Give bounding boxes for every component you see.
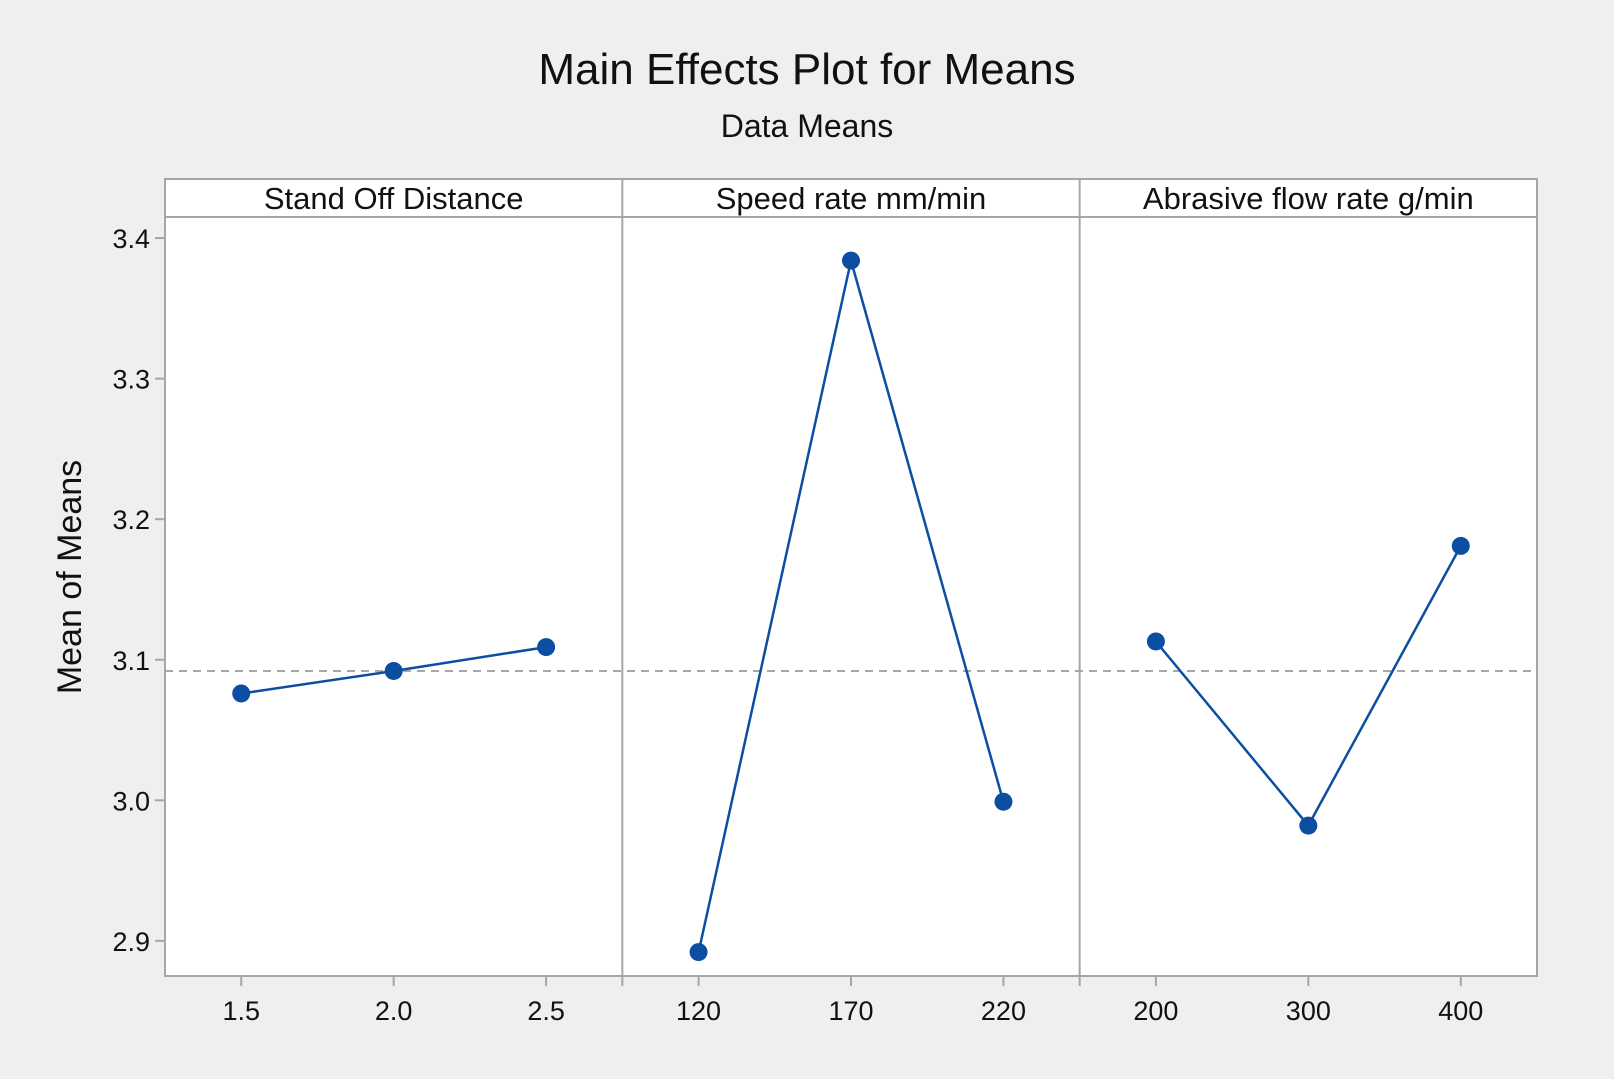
x-tick-label: 170	[828, 996, 873, 1026]
data-point	[1451, 536, 1470, 555]
data-point	[994, 792, 1013, 811]
x-tick-label: 300	[1286, 996, 1331, 1026]
data-point	[232, 684, 251, 703]
x-tick-label: 220	[981, 996, 1026, 1026]
x-tick-label: 400	[1438, 996, 1483, 1026]
plot-area	[165, 179, 1537, 976]
panel-label: Stand Off Distance	[264, 181, 524, 216]
x-tick-label: 200	[1133, 996, 1178, 1026]
x-tick-label: 2.5	[527, 996, 565, 1026]
y-tick-label: 3.0	[112, 786, 150, 816]
data-point	[842, 251, 860, 270]
y-tick-label: 3.3	[112, 365, 150, 395]
panel-label: Abrasive flow rate g/min	[1143, 181, 1474, 216]
y-tick-label: 3.4	[112, 224, 150, 254]
data-point	[689, 943, 708, 962]
plot-layer: 2.9 3.0 3.1 3.2 3.3 3.4 Stand Off Distance 1.5 2…	[112, 178, 1538, 1026]
x-tick-label: 2.0	[375, 996, 413, 1026]
y-tick-label: 3.1	[112, 646, 150, 676]
chart-subtitle: Data Means	[721, 108, 894, 144]
data-point	[537, 638, 556, 657]
x-tick-label: 1.5	[222, 996, 260, 1026]
y-tick-label: 3.2	[112, 505, 150, 535]
panel-label: Speed rate mm/min	[716, 181, 987, 216]
plot-frame	[164, 178, 1538, 977]
y-axis-label: Mean of Means	[51, 460, 89, 694]
data-point	[1299, 816, 1318, 835]
data-point	[1146, 632, 1165, 651]
x-tick-label: 120	[676, 996, 721, 1026]
y-tick-label: 2.9	[112, 927, 150, 957]
chart-title: Main Effects Plot for Means	[538, 45, 1075, 94]
data-point	[384, 661, 403, 680]
